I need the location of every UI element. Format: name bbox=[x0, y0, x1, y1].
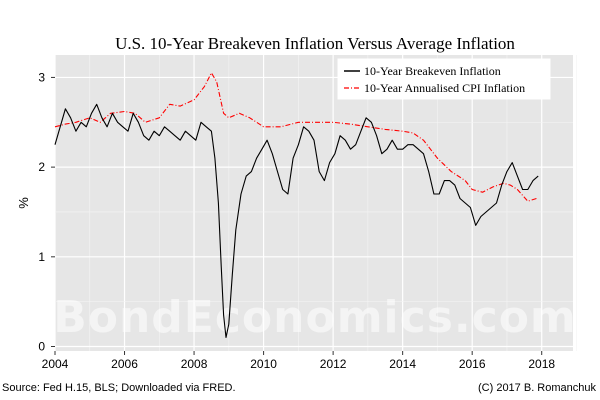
x-tick-label: 2004 bbox=[42, 357, 69, 371]
legend-box bbox=[337, 58, 551, 100]
legend-label-cpi: 10-Year Annualised CPI Inflation bbox=[364, 81, 525, 95]
y-tick-label: 2 bbox=[38, 160, 45, 174]
footer-source: Source: Fed H.15, BLS; Downloaded via FR… bbox=[2, 382, 236, 394]
watermark-text: BondEconomics.com bbox=[53, 292, 577, 343]
y-tick-label: 0 bbox=[38, 340, 45, 354]
chart-title: U.S. 10-Year Breakeven Inflation Versus … bbox=[115, 34, 515, 53]
series-layer bbox=[54, 72, 539, 339]
x-tick-label: 2010 bbox=[250, 357, 277, 371]
x-tick-label: 2006 bbox=[111, 357, 138, 371]
x-tick-label: 2012 bbox=[320, 357, 347, 371]
y-tick-label: 3 bbox=[38, 70, 45, 84]
x-tick-label: 2008 bbox=[181, 357, 208, 371]
legend-label-breakeven: 10-Year Breakeven Inflation bbox=[364, 64, 501, 78]
legend: 10-Year Breakeven Inflation 10-Year Annu… bbox=[337, 58, 551, 100]
y-axis-label: % bbox=[16, 197, 31, 209]
series-line-breakeven bbox=[54, 103, 539, 339]
y-axis-ticks: 0 1 2 3 bbox=[38, 70, 55, 354]
y-tick-label: 1 bbox=[38, 250, 45, 264]
x-tick-label: 2018 bbox=[528, 357, 555, 371]
x-axis-ticks: 2004 2006 2008 2010 2012 2014 2016 2018 bbox=[42, 351, 555, 371]
x-tick-label: 2016 bbox=[459, 357, 486, 371]
x-tick-label: 2014 bbox=[389, 357, 416, 371]
footer-copyright: (C) 2017 B. Romanchuk bbox=[478, 382, 596, 394]
